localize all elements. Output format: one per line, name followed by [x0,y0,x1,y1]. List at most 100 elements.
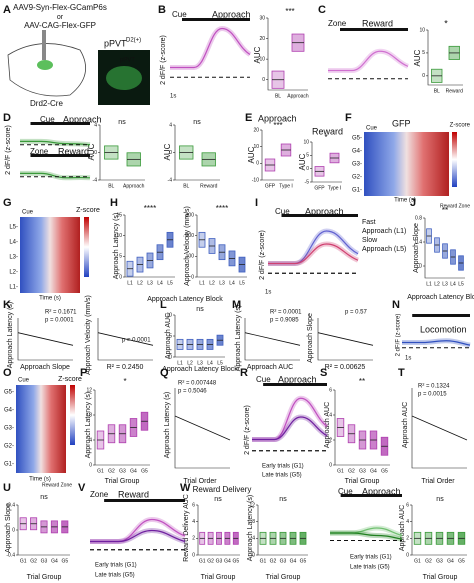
panel-text: pPVT [104,38,127,48]
x-tick-label: L3 [219,280,225,286]
panel-text: Drd2-Cre [30,99,63,108]
event-bar [182,18,250,21]
panel-text: G4- [352,149,362,155]
x-tick-label: G5 [141,468,148,474]
panel-text: AUC [247,146,256,163]
x-tick-label: L5 [217,360,223,366]
x-tick-label: G1 [199,558,206,564]
y-tick-label: 5 [422,50,425,56]
y-tick-label: 6 [192,502,195,508]
x-tick-label: GFP [265,183,276,189]
panel-letter: E [245,112,252,124]
x-tick-label: Type I [328,185,342,191]
trace [20,172,91,179]
panel-text: Trial Order [183,478,217,485]
panel-text: Trial Group [27,574,62,581]
panel-text: L3- [9,255,18,261]
panel-text: Cue [275,207,290,216]
panel-letter: J [410,197,416,209]
y-tick-label: 20 [253,127,259,133]
brain-schematic [7,30,150,105]
panel-letter: O [3,367,12,379]
x-tick-label: G3 [216,558,223,564]
x-tick-label: L1 [426,281,432,287]
x-tick-label: G2 [425,558,432,564]
trace [328,50,409,72]
panel-text: ** [359,377,365,386]
axes [424,218,465,279]
x-tick-label: BL [108,183,114,189]
panel-text: ns [196,306,204,313]
y-tick-label: 4 [94,122,97,128]
panel-text: R² = 0.1671 [45,310,77,316]
scatter-axes [17,318,73,361]
panel-text: Zone [328,19,347,28]
panel-text: **** [216,204,228,213]
panel-text: Z-score [76,207,100,214]
y-tick-label: 0 [252,552,255,558]
x-tick-label: L4 [207,360,213,366]
y-tick-label: 0 [419,263,422,269]
panel-text: R² = 0.007448 [178,381,217,387]
panel-text: Fast [362,219,376,226]
x-tick-label: G5 [232,558,239,564]
panel-text: Early trials (G1) [350,555,392,561]
y-tick-label: 0 [12,527,15,533]
panel-text: Approach Slope [307,313,314,363]
panel-text: D2(+) [126,38,141,44]
panel-letter: S [320,367,327,379]
panel-text: Approach Latency (s) [235,305,242,372]
y-tick-label: 15 [116,212,122,218]
y-tick-label: 2 [406,536,409,542]
event-bar [263,383,327,386]
x-tick-label: G2 [348,468,355,474]
panel-text: AUC [298,153,307,170]
y-tick-label: -4 [93,177,98,183]
scatter-axes [97,318,153,361]
panel-text: Zone [90,490,109,499]
panel-text: 2 dF/F (z-score) [244,405,251,455]
panel-letter: D [3,112,11,124]
panel-text: R² = 0.00625 [325,364,366,371]
panel-text: Reward [118,489,149,499]
panel-letter: R [240,367,248,379]
panel-text: Z-score [450,123,471,129]
y-tick-label: -0.4 [6,552,15,558]
x-tick-label: G3 [359,468,366,474]
panel-text: *** [273,121,282,130]
panel-text: AAV-CAG-Flex-GFP [24,21,96,30]
panel-text: Cue [338,487,353,496]
x-tick-label: L2 [187,360,193,366]
axes [411,505,467,556]
y-tick-label: -5 [305,179,310,185]
y-tick-label: 0 [94,150,97,156]
fit-line [97,332,154,346]
panel-letter: W [180,482,191,494]
x-tick-label: L5 [167,280,173,286]
scatter-axes [174,388,230,469]
panel-letter: P [80,367,87,379]
panel-text: p = 0.57 [345,310,368,316]
panel-letter: L [160,299,167,311]
panel-letter: Q [160,367,169,379]
panel-text: Late trials (G5) [350,565,390,571]
x-tick-label: G1 [260,558,267,564]
trace-shade [328,48,410,73]
y-tick-label: 4 [169,122,172,128]
x-tick-label: G3 [280,558,287,564]
x-tick-label: L2 [434,281,440,287]
panel-letter: C [318,4,326,16]
panel-text: Z-score [58,376,82,383]
event-bar [412,314,470,317]
y-tick-label: 5 [119,254,122,260]
panel-text: Early trials (G1) [262,464,304,470]
panel-text: Approach Slope [20,364,70,371]
panel-text: AUC [87,143,96,160]
panel-text: Approach Slope [5,503,12,553]
panel-text: ns [214,496,222,503]
trace [90,518,186,543]
y-tick-label: 10 [259,56,265,62]
y-tick-label: 10 [166,312,172,318]
panel-text: p = 0.0015 [418,392,447,398]
y-tick-label: 20 [259,36,265,42]
